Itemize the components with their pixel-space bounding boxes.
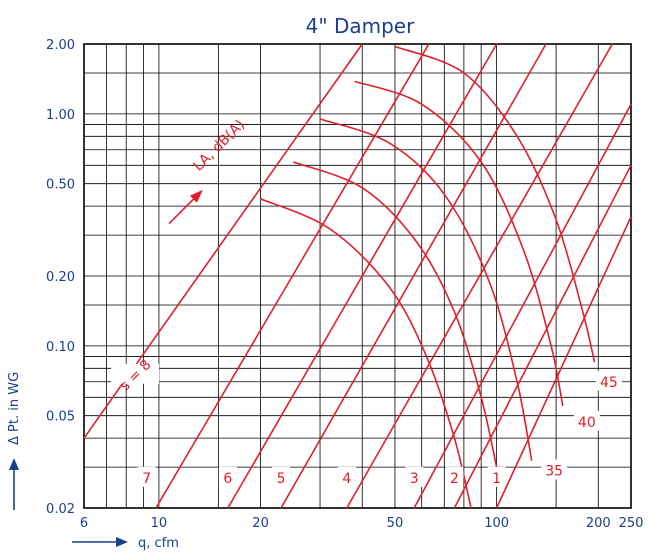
series-label-bg (405, 466, 424, 487)
x-tick-label: 10 (151, 516, 168, 531)
resistance-line (155, 43, 430, 509)
noise-label: 40 (578, 415, 596, 431)
y-axis-label-group: Δ Pt. in WG (7, 372, 22, 510)
resistance-lines (83, 43, 632, 509)
noise-label-bg (595, 370, 622, 391)
noise-curve (293, 161, 498, 468)
series-label: 1 (492, 471, 501, 487)
noise-curve (260, 198, 472, 509)
x-tick-label: 200 (586, 516, 611, 531)
grid (83, 43, 632, 509)
series-label-bg (445, 466, 464, 487)
noise-curve (319, 118, 533, 461)
x-axis-label: q, cfm (138, 536, 179, 551)
noise-label-bg (541, 459, 568, 480)
noise-curves (260, 45, 596, 509)
series-label: 5 (277, 471, 286, 487)
series-label: 3 (410, 471, 419, 487)
noise-label: 35 (545, 464, 563, 480)
annotation-arrow (168, 197, 196, 225)
series-label-bg (218, 466, 237, 487)
resistance-line (280, 43, 547, 509)
y-tick-label: 2.00 (46, 38, 75, 53)
series-label: 2 (450, 471, 459, 487)
series-label: 6 (223, 471, 232, 487)
y-tick-label: 0.20 (46, 270, 75, 285)
y-tick-label: 0.05 (46, 410, 75, 425)
series-label-bg (272, 466, 291, 487)
x-axis-label-group: q, cfm (72, 536, 179, 551)
resistance-line (346, 43, 613, 509)
y-axis-arrow-icon (9, 458, 19, 470)
plot-frame (83, 43, 632, 509)
noise-label: 45 (600, 375, 618, 391)
x-tick-label: 50 (387, 516, 404, 531)
resistance-line (413, 103, 632, 509)
y-tick-label: 0.10 (46, 340, 75, 355)
series-label-bg (111, 363, 160, 384)
annotation: LA, dB(A) (168, 117, 248, 225)
x-tick-label: 100 (484, 516, 509, 531)
annotation-label: LA, dB(A) (190, 117, 248, 175)
x-tick-label: 20 (252, 516, 269, 531)
x-tick-label: 6 (80, 516, 88, 531)
y-tick-label: 0.02 (46, 502, 75, 517)
series-label-bg (137, 466, 156, 487)
resistance-line (453, 164, 632, 509)
series-label: 7 (142, 471, 151, 487)
y-axis-label: Δ Pt. in WG (7, 372, 22, 445)
series-label-bg (337, 466, 356, 487)
x-tick-label: 250 (619, 516, 644, 531)
noise-label-bg (573, 410, 600, 431)
noise-curve (394, 45, 596, 363)
noise-curve (354, 80, 564, 407)
series-label: 4 (342, 471, 351, 487)
chart-title: 4" Damper (306, 14, 415, 38)
resistance-line (495, 216, 632, 509)
resistance-line (227, 43, 498, 509)
annotation-arrowhead-icon (189, 189, 203, 203)
x-tick-labels: 6 10 20 50 100 200 250 (80, 516, 644, 531)
y-tick-labels: 0.02 0.05 0.10 0.20 0.50 1.00 2.00 (46, 38, 75, 517)
y-tick-label: 0.50 (46, 178, 75, 193)
y-tick-label: 1.00 (46, 108, 75, 123)
series-label-bg (487, 466, 506, 487)
x-axis-arrow-icon (116, 537, 128, 547)
